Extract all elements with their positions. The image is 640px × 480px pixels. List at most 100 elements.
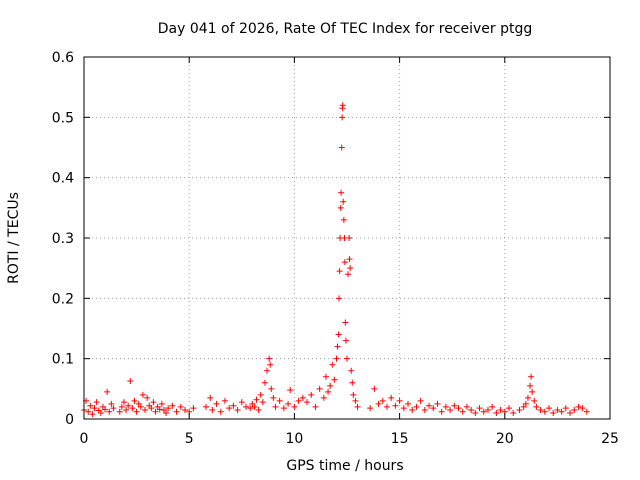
data-point: [123, 406, 130, 413]
y-tick-label: 0.1: [52, 352, 74, 368]
data-point: [152, 408, 159, 415]
data-point: [430, 405, 437, 412]
data-point: [367, 405, 374, 412]
data-point: [173, 408, 180, 415]
data-point: [417, 397, 424, 404]
data-point: [276, 397, 283, 404]
data-point: [516, 406, 523, 413]
data-point: [335, 331, 342, 338]
data-point: [346, 235, 353, 241]
x-tick-label: 20: [496, 431, 514, 447]
data-point: [238, 399, 245, 406]
data-point: [348, 367, 355, 374]
data-point: [480, 408, 487, 415]
data-point: [339, 102, 346, 109]
data-point: [421, 406, 428, 413]
data-point: [327, 382, 334, 389]
data-point: [257, 391, 264, 398]
data-point: [267, 361, 274, 368]
data-point: [451, 402, 458, 409]
data-point: [388, 394, 395, 401]
x-tick-label: 5: [185, 431, 194, 447]
data-point: [336, 295, 343, 302]
tick-labels: 0 5 10 15 20 25 0 0.1 0.2 0.3 0.4 0.5 0.6: [52, 50, 619, 447]
data-point: [133, 408, 140, 415]
data-point: [108, 400, 115, 407]
data-point: [537, 406, 544, 413]
data-point: [342, 337, 349, 344]
data-point: [520, 403, 527, 410]
data-point: [270, 394, 277, 401]
data-point: [463, 403, 470, 410]
data-point: [106, 408, 113, 415]
data-point: [221, 397, 228, 404]
data-point: [160, 406, 167, 413]
data-point: [169, 402, 176, 409]
data-point: [379, 397, 386, 404]
data-point: [337, 204, 344, 211]
data-point: [409, 406, 416, 413]
data-point: [230, 402, 237, 409]
data-point: [148, 405, 155, 412]
data-point: [489, 403, 496, 410]
data-point: [234, 406, 241, 413]
data-point: [339, 114, 346, 121]
x-tick-label: 25: [601, 431, 619, 447]
data-point: [527, 382, 534, 389]
data-point: [253, 396, 260, 403]
y-tick-label: 0.6: [52, 50, 74, 66]
data-point: [177, 403, 184, 410]
data-point: [110, 405, 117, 412]
data-point: [312, 403, 319, 410]
data-point: [340, 216, 347, 223]
data-point: [251, 403, 258, 410]
data-point: [400, 405, 407, 412]
data-point: [247, 405, 254, 412]
data-point: [207, 394, 214, 401]
data-point: [91, 405, 98, 412]
data-point: [89, 411, 96, 418]
data-point: [181, 406, 188, 413]
data-point: [131, 397, 138, 404]
data-point: [120, 399, 127, 406]
data-point: [350, 391, 357, 398]
data-point: [468, 406, 475, 413]
data-point: [209, 406, 216, 413]
data-point: [510, 409, 517, 416]
data-point: [484, 406, 491, 413]
x-tick-label: 15: [391, 431, 409, 447]
data-point: [522, 400, 529, 407]
data-point: [203, 403, 210, 410]
data-point: [524, 394, 531, 401]
data-point: [562, 405, 569, 412]
data-point: [346, 256, 353, 263]
data-point: [85, 408, 92, 415]
data-point: [87, 402, 94, 409]
data-point: [383, 403, 390, 410]
data-point: [558, 408, 565, 415]
data-point: [567, 409, 574, 416]
data-point: [550, 409, 557, 416]
data-point: [295, 397, 302, 404]
y-axis-label: ROTI / TECUs: [6, 192, 22, 284]
data-point: [579, 405, 586, 412]
data-point: [102, 406, 109, 413]
data-point: [104, 388, 111, 395]
data-points: [81, 102, 590, 418]
data-point: [426, 402, 433, 409]
data-point: [316, 385, 323, 392]
data-point: [158, 400, 165, 407]
y-tick-label: 0.2: [52, 291, 74, 307]
data-point: [334, 343, 341, 350]
y-tick-label: 0: [65, 412, 74, 428]
data-point: [127, 377, 134, 384]
data-point: [459, 408, 466, 415]
data-point: [405, 400, 412, 407]
data-point: [583, 408, 590, 415]
data-point: [264, 367, 271, 374]
data-point: [308, 391, 315, 398]
data-point: [447, 406, 454, 413]
x-tick-label: 10: [285, 431, 303, 447]
data-point: [541, 408, 548, 415]
data-point: [338, 189, 345, 196]
